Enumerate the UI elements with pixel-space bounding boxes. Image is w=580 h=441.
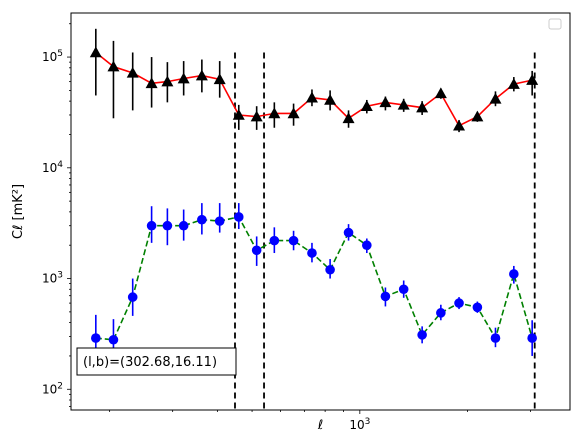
data-point-circle — [362, 240, 372, 251]
y-axis-label: Cℓ [mK²] — [11, 184, 26, 239]
data-point-triangle — [126, 66, 139, 78]
data-point-triangle — [471, 110, 484, 122]
data-point-circle — [307, 248, 317, 258]
data-markers — [89, 46, 539, 345]
data-point-circle — [233, 212, 244, 222]
data-point-circle — [490, 333, 501, 343]
annotation-box — [76, 347, 237, 376]
data-point-triangle — [305, 91, 318, 103]
data-point-circle — [436, 308, 446, 318]
data-point-circle — [178, 220, 189, 231]
data-point-circle — [269, 235, 280, 246]
data-point-triangle — [89, 46, 102, 58]
data-point-triangle — [489, 92, 502, 104]
data-point-triangle — [107, 60, 120, 72]
data-point-circle — [162, 220, 173, 231]
data-point-circle — [108, 334, 119, 345]
data-point-triangle — [177, 72, 190, 84]
data-point-triangle — [287, 107, 300, 119]
data-point-circle — [509, 269, 519, 279]
data-point-triangle — [161, 75, 174, 87]
data-point-triangle — [453, 119, 466, 131]
data-point-triangle — [324, 93, 337, 105]
data-point-triangle — [397, 98, 410, 110]
data-point-triangle — [232, 108, 245, 120]
data-point-circle — [343, 227, 354, 238]
x-axis-label: ℓ — [317, 418, 323, 433]
data-point-triangle — [213, 73, 226, 85]
data-point-circle — [454, 298, 464, 308]
y-tick-label: 103 — [42, 271, 63, 286]
data-point-circle — [197, 214, 207, 225]
data-point-triangle — [268, 107, 281, 119]
data-point-circle — [380, 291, 391, 302]
coordinate-annotation: (l,b)=(302.68,16.11) — [76, 347, 237, 376]
data-point-triangle — [195, 69, 208, 81]
data-point-circle — [251, 245, 262, 256]
data-point-triangle — [379, 96, 392, 108]
data-point-circle — [527, 333, 537, 343]
data-point-triangle — [342, 112, 355, 124]
data-point-triangle — [360, 100, 373, 112]
data-point-circle — [91, 333, 101, 343]
data-point-triangle — [250, 110, 263, 122]
data-point-triangle — [434, 87, 447, 99]
data-point-circle — [146, 220, 157, 231]
data-point-circle — [398, 284, 409, 295]
axis-ticks — [67, 23, 532, 414]
annotation-text: (l,b)=(302.68,16.11) — [83, 355, 217, 370]
legend-box — [548, 18, 562, 30]
data-point-triangle — [416, 101, 429, 113]
data-point-circle — [288, 235, 299, 246]
data-point-circle — [472, 302, 483, 313]
data-point-triangle — [526, 74, 539, 85]
data-point-circle — [325, 264, 335, 275]
data-point-circle — [417, 330, 427, 340]
data-point-circle — [214, 216, 225, 226]
x-tick-label: 103 — [349, 417, 370, 432]
y-tick-label: 102 — [42, 381, 63, 396]
data-point-circle — [127, 292, 138, 302]
y-tick-label: 105 — [42, 49, 63, 64]
y-tick-label: 104 — [42, 160, 63, 175]
data-point-triangle — [507, 78, 520, 89]
data-point-triangle — [145, 77, 158, 89]
axis-tick-labels: 102 103 104 105 103 — [42, 49, 370, 432]
